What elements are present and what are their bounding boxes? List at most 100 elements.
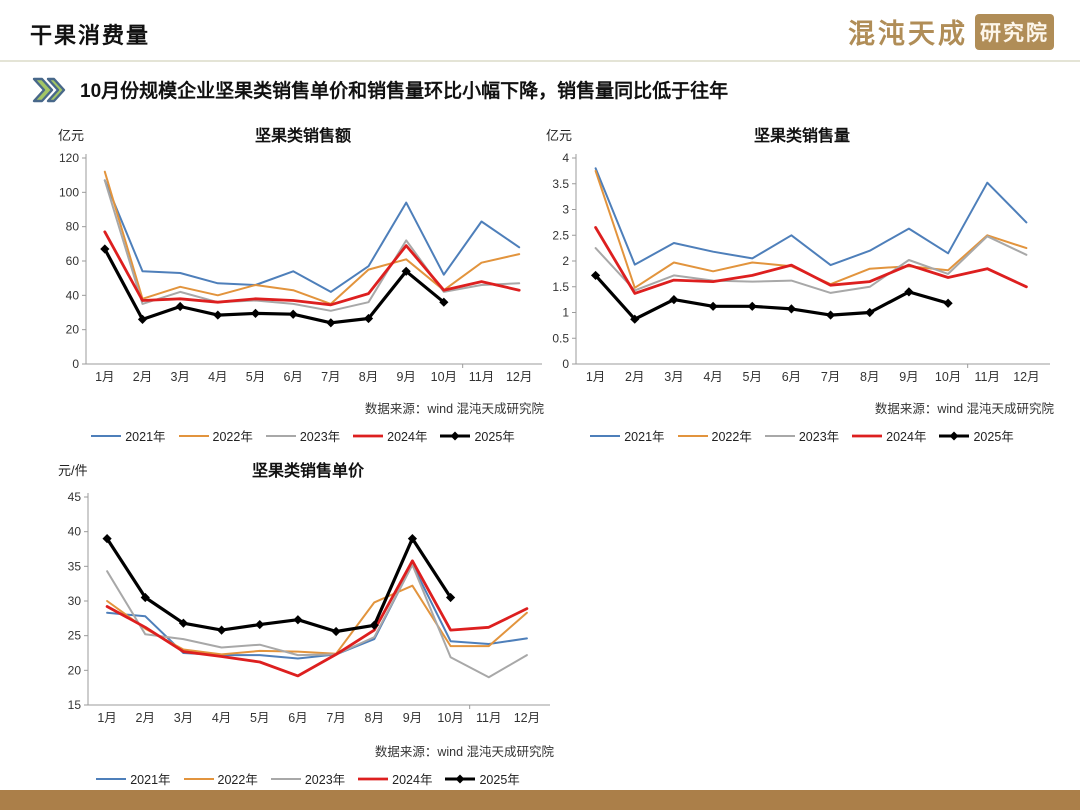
legend-item-2025年: 2025年 <box>445 769 520 788</box>
axis-label: 1月 <box>586 370 605 384</box>
axis-label: 3月 <box>170 370 189 384</box>
footer-bar <box>0 790 1080 810</box>
legend-item-2023年: 2023年 <box>764 426 840 445</box>
brand-logo-text: 混沌天成 <box>848 19 968 49</box>
axis-label: 12月 <box>1013 370 1039 384</box>
axis-label: 3月 <box>664 370 683 384</box>
diamond-marker <box>293 615 303 625</box>
legend-label: 2024年 <box>392 773 433 787</box>
chart-title: 坚果类销售量 <box>753 128 850 145</box>
legend-label: 2023年 <box>798 430 840 444</box>
legend-swatch <box>265 434 296 437</box>
axis-label: 20 <box>66 323 80 337</box>
axis-label: 1 <box>562 306 569 320</box>
axis-label: 120 <box>59 151 79 165</box>
page-header: 干果消费量 混沌天成 研究院 <box>0 0 1080 62</box>
legend-item-2022年: 2022年 <box>183 769 258 788</box>
diamond-marker <box>137 314 148 324</box>
double-chevron-icon <box>32 77 66 103</box>
legend-label: 2023年 <box>304 773 346 787</box>
series-line-2024年 <box>105 559 529 678</box>
diamond-marker <box>904 287 914 297</box>
chart-header: 元/件 坚果类销售单价 <box>56 455 560 481</box>
series-line-2021年 <box>594 167 1028 267</box>
chart-canvas: 0 0.5 1 1.5 2 2.5 3 3.5 4 1月 2月 3月 4月 5月 6月 7月 8月 9月 10月 11… <box>552 151 1050 384</box>
legend-label: 2025年 <box>973 430 1014 444</box>
diamond-marker <box>825 310 836 320</box>
diamond-marker <box>669 295 679 305</box>
legend-label: 2025年 <box>474 430 515 444</box>
headline-text: 10月份规模企业坚果类销售单价和销售量环比小幅下降，销售量同比低于往年 <box>80 81 729 102</box>
axis-label: 4月 <box>208 370 227 384</box>
series-line-2023年 <box>103 179 521 312</box>
axis-label: 2.5 <box>552 228 569 242</box>
axis-label: 2月 <box>625 370 644 384</box>
legend-label: 2023年 <box>299 430 341 444</box>
legend-item-2022年: 2022年 <box>677 426 752 445</box>
axis-label: 40 <box>68 525 82 539</box>
legend-item-2024年: 2024年 <box>852 426 926 445</box>
legend-swatch <box>270 777 301 780</box>
series-line-2023年 <box>594 235 1028 294</box>
legend-label: 2022年 <box>217 773 258 787</box>
legend-item-2025年: 2025年 <box>440 426 515 445</box>
chart-unit-price: 元/件 坚果类销售单价 15 20 25 30 35 40 45 1月 2月 3月 4月 5月 6月 7月… <box>56 455 560 788</box>
headline-row: 10月份规模企业坚果类销售单价和销售量环比小幅下降，销售量同比低于往年 <box>32 76 1060 103</box>
axis-label: 4月 <box>703 370 722 384</box>
axis-label: 25 <box>68 629 82 643</box>
diamond-marker <box>175 301 185 312</box>
diamond-marker <box>326 318 336 328</box>
axis-label: 6月 <box>782 370 801 384</box>
axis-label: 10月 <box>431 370 457 384</box>
diamond-marker <box>786 304 797 314</box>
legend-label: 2021年 <box>624 430 665 444</box>
chart-legend: 2021年 2022年 2023年 2024年 2025年 <box>56 426 550 445</box>
axis-label: 9月 <box>899 370 918 384</box>
legend-item-2021年: 2021年 <box>96 769 171 788</box>
axis-label: 6月 <box>283 370 302 384</box>
legend-swatch <box>440 431 471 440</box>
axis-label: 8月 <box>860 370 879 384</box>
axis-label: 7月 <box>321 370 340 384</box>
axis-label: 10月 <box>437 711 463 725</box>
axis-label: 6月 <box>288 711 307 725</box>
axis-label: 8月 <box>359 370 378 384</box>
diamond-marker <box>630 314 640 324</box>
legend-swatch <box>178 434 209 437</box>
diamond-marker <box>255 619 265 630</box>
axis-label: 10月 <box>935 370 961 384</box>
series-line-2024年 <box>594 226 1028 295</box>
axis-label: 3.5 <box>552 177 569 191</box>
legend-swatch <box>764 434 795 437</box>
legend-swatch <box>353 434 384 437</box>
axis-label: 20 <box>68 663 82 677</box>
diamond-marker <box>747 301 757 311</box>
legend-item-2023年: 2023年 <box>265 426 341 445</box>
legend-swatch <box>590 434 621 437</box>
legend-item-2024年: 2024年 <box>358 769 432 788</box>
axis-label: 3月 <box>174 711 193 725</box>
y-axis-unit-label: 亿元 <box>58 128 85 143</box>
legend-swatch <box>358 777 389 780</box>
series-line-2022年 <box>103 170 521 305</box>
axis-label: 15 <box>68 698 82 712</box>
axis-label: 11月 <box>476 711 501 725</box>
axis-label: 40 <box>66 288 80 302</box>
chart-sales-volume: 亿元 坚果类销售量 0 0.5 1 1.5 2 2.5 3 3.5 4 1月 2月 3月 4月 5月 6月 7… <box>544 120 1060 445</box>
axis-label: 2月 <box>133 370 152 384</box>
axis-label: 12月 <box>514 711 540 725</box>
axis-label: 35 <box>68 559 82 573</box>
legend-label: 2022年 <box>212 430 253 444</box>
data-source-note: 数据来源：wind 混沌天成研究院 <box>364 402 544 416</box>
diamond-marker <box>216 625 227 635</box>
axis-label: 45 <box>68 490 82 504</box>
diamond-marker <box>140 592 150 603</box>
chart-legend: 2021年 2022年 2023年 2024年 2025年 <box>56 769 560 788</box>
legend-swatch <box>852 434 883 437</box>
series-line-2025年 <box>105 536 453 634</box>
chart-plot: 0 20 40 60 80 100 120 1月 2月 3月 4月 5月 6月 7月 8月 9月 10月 11月 1… <box>56 146 550 396</box>
y-axis-unit-label: 元/件 <box>58 463 88 478</box>
diamond-marker <box>445 592 456 603</box>
axis-label: 5月 <box>250 711 269 725</box>
